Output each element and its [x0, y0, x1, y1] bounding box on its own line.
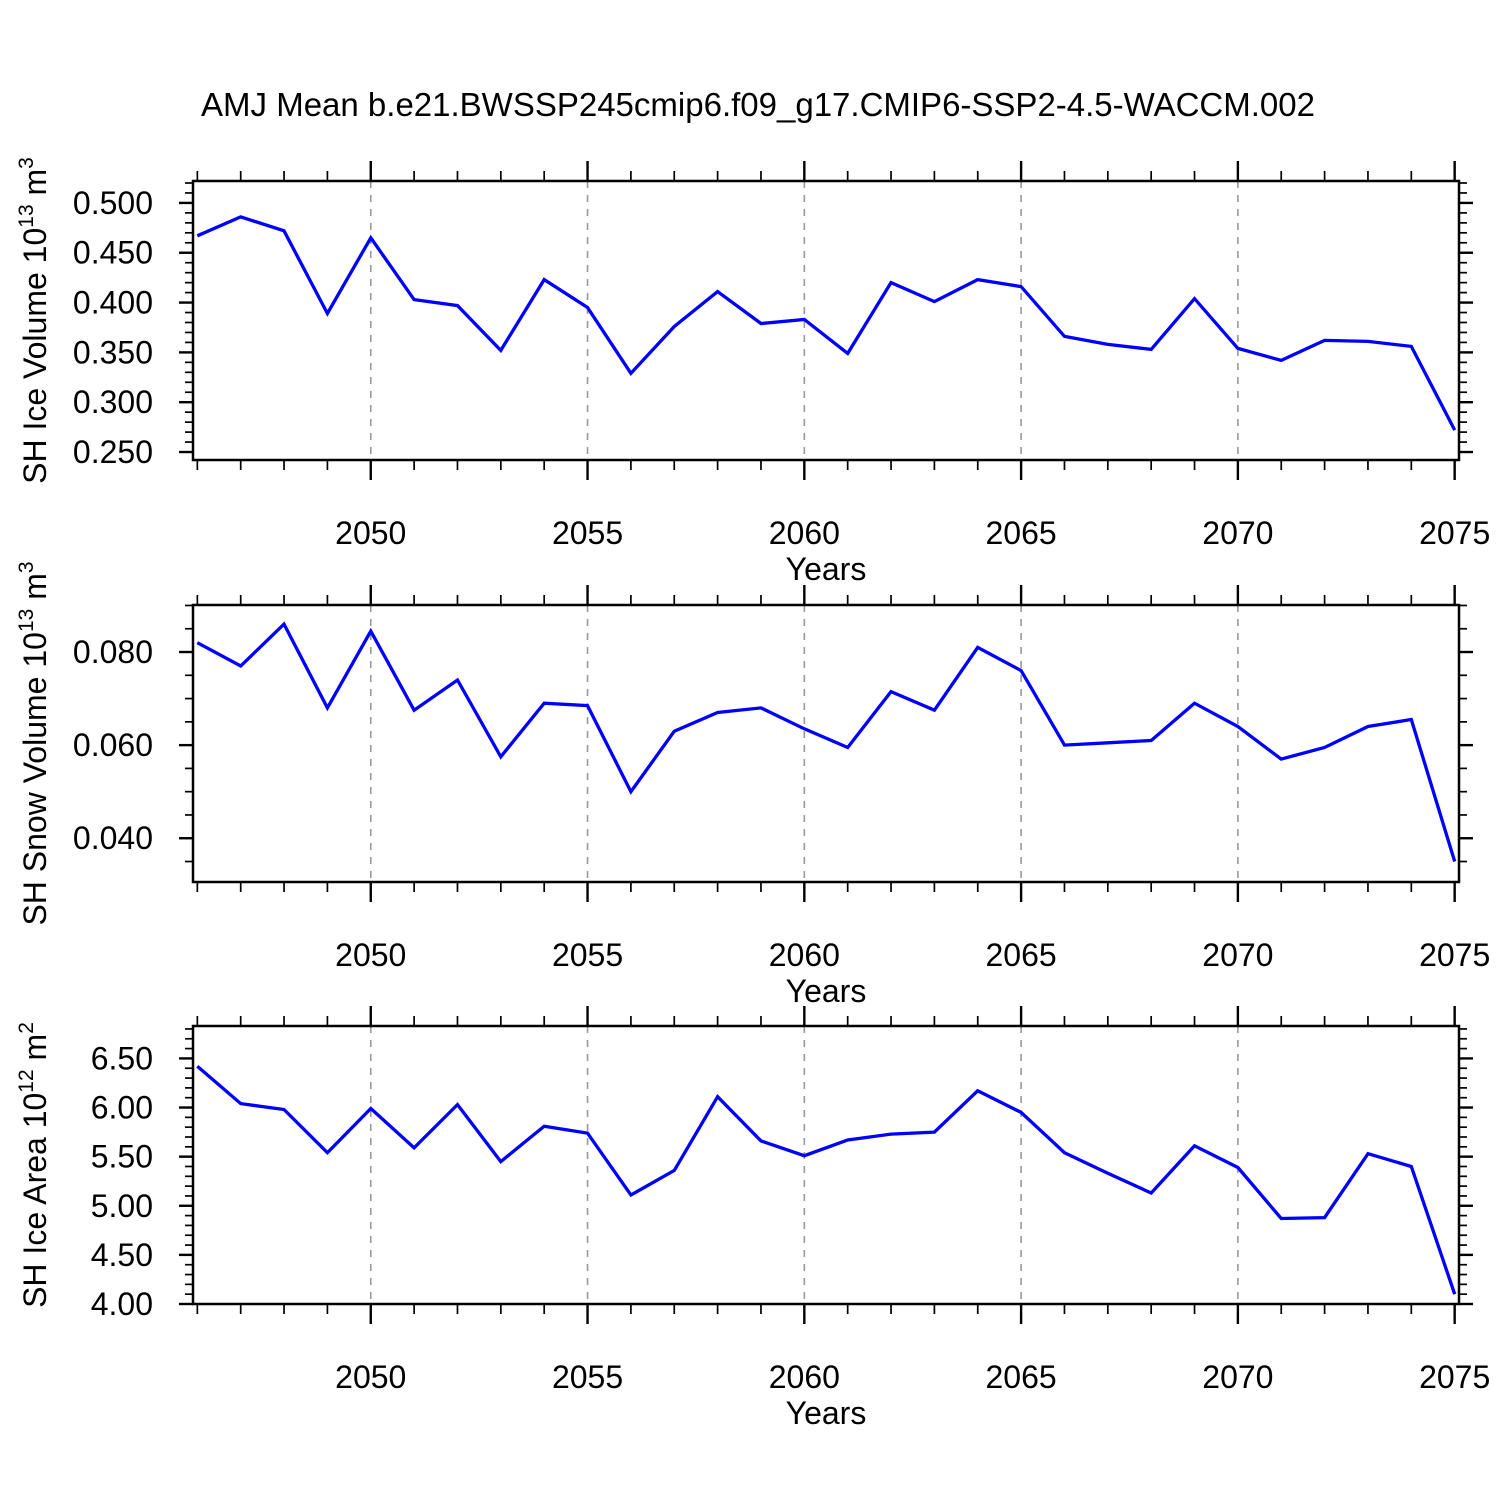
data-line-sh-ice-area	[196, 1065, 1457, 1295]
y-tick-label: 0.450	[73, 235, 153, 271]
chart-title: AMJ Mean b.e21.BWSSP245cmip6.f09_g17.CMI…	[201, 86, 1315, 123]
y-tick-label: 6.00	[91, 1090, 153, 1126]
y-tick-label: 4.00	[91, 1286, 153, 1322]
x-axis-title: Years	[786, 1395, 867, 1431]
x-tick-label: 2075	[1419, 1359, 1490, 1395]
x-tick-label: 2060	[769, 515, 840, 551]
y-tick-label: 5.50	[91, 1139, 153, 1175]
y-tick-label: 0.400	[73, 285, 153, 321]
x-axis-title: Years	[786, 551, 867, 587]
y-tick-label: 0.350	[73, 334, 153, 370]
x-tick-label: 2065	[986, 937, 1057, 973]
y-tick-label: 0.080	[73, 634, 153, 670]
y-tick-label: 5.00	[91, 1188, 153, 1224]
x-tick-label: 2065	[986, 1359, 1057, 1395]
data-line-sh-snow-volume	[196, 621, 1457, 862]
x-tick-label: 2070	[1202, 515, 1273, 551]
x-axis-title: Years	[786, 973, 867, 1009]
x-tick-label: 2060	[769, 937, 840, 973]
y-tick-label: 0.300	[73, 384, 153, 420]
x-tick-label: 2065	[986, 515, 1057, 551]
x-tick-label: 2050	[335, 515, 406, 551]
y-tick-label: 0.040	[73, 820, 153, 856]
y-tick-label: 4.50	[91, 1237, 153, 1273]
y-axis-title: SH Ice Volume 1013 m3	[15, 157, 53, 484]
y-tick-label: 0.060	[73, 727, 153, 763]
x-tick-label: 2070	[1202, 937, 1273, 973]
panel-frame	[191, 179, 1461, 462]
y-tick-label: 0.250	[73, 434, 153, 470]
data-line-sh-ice-volume	[196, 215, 1457, 431]
panel-sh-ice-volume: 0.500 0.450 0.400 0.350 0.300 0.250 2050 2055 20…	[15, 157, 1490, 587]
panel-sh-snow-volume: 0.080 0.060 0.040 2050 2055 2060 2065 2070 2075 Y…	[15, 561, 1490, 1009]
y-tick-label: 0.500	[73, 185, 153, 221]
x-tick-label: 2055	[552, 1359, 623, 1395]
x-tick-label: 2050	[335, 1359, 406, 1395]
x-tick-label: 2060	[769, 1359, 840, 1395]
x-tick-label: 2050	[335, 937, 406, 973]
x-tick-label: 2055	[552, 515, 623, 551]
y-axis-title: SH Ice Area 1012 m2	[15, 1022, 53, 1308]
panel-frame	[191, 603, 1461, 884]
x-tick-label: 2075	[1419, 515, 1490, 551]
y-axis-title: SH Snow Volume 1013 m3	[15, 561, 53, 925]
x-tick-label: 2075	[1419, 937, 1490, 973]
y-tick-label: 6.50	[91, 1040, 153, 1076]
panel-sh-ice-area: 6.50 6.00 5.50 5.00 4.50 4.00 2050 2055 2060 2065…	[15, 1006, 1490, 1431]
panel-frame	[191, 1024, 1461, 1306]
x-tick-label: 2055	[552, 937, 623, 973]
x-tick-label: 2070	[1202, 1359, 1273, 1395]
